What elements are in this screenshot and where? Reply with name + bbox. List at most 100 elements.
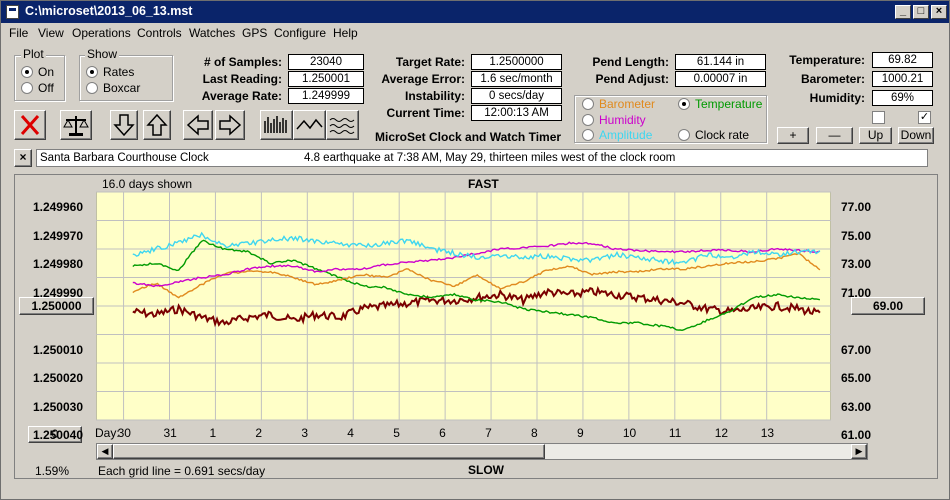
barometer-radio[interactable]: Barometer <box>582 97 655 111</box>
series-line-temperature <box>132 239 821 332</box>
app-icon <box>6 5 19 19</box>
histogram-icon <box>264 116 287 133</box>
target-rate-value: 1.2500000 <box>471 54 562 70</box>
scroll-thumb[interactable] <box>113 444 545 459</box>
menu-view[interactable]: View <box>38 26 64 40</box>
plot-group-title: Plot <box>21 47 46 61</box>
up-button[interactable]: Up <box>859 127 892 144</box>
temperature-value: 69.82 <box>872 52 933 68</box>
maximize-button[interactable]: □ <box>913 5 929 19</box>
arrow-up-icon <box>146 113 168 136</box>
day-tick: 3 <box>301 426 308 440</box>
last-reading-label: Last Reading: <box>202 72 282 86</box>
day-tick: 8 <box>531 426 538 440</box>
stop-button[interactable] <box>14 110 46 140</box>
arrow-down-icon <box>113 114 135 137</box>
grid-note: Each grid line = 0.691 secs/day <box>98 464 266 478</box>
temp-checkbox[interactable] <box>872 111 885 124</box>
title-bar[interactable]: C:\microset\2013_06_13.mst _ □ × <box>1 1 949 23</box>
wave-button[interactable] <box>293 110 326 140</box>
plot-off-radio[interactable]: Off <box>21 81 54 95</box>
menu-help[interactable]: Help <box>333 26 358 40</box>
show-group <box>79 55 173 101</box>
down-button[interactable]: Down <box>898 127 934 144</box>
temperature-radio[interactable]: Temperature <box>678 97 762 111</box>
y-right-tick: 65.00 <box>841 371 872 385</box>
current-time-value: 12:00:13 AM <box>471 105 562 121</box>
barometer-value: 1000.21 <box>872 71 933 87</box>
series-line-barometer <box>132 251 821 299</box>
up-arrow-button[interactable] <box>143 110 171 140</box>
slow-label: SLOW <box>468 463 504 477</box>
app-heading: MicroSet Clock and Watch Timer <box>375 130 562 144</box>
menu-operations[interactable]: Operations <box>72 26 131 40</box>
histogram-button[interactable] <box>260 110 293 140</box>
day-tick: 1 <box>209 426 217 440</box>
sensor-group <box>574 95 767 143</box>
day-label: Day: <box>95 426 120 440</box>
menu-watches[interactable]: Watches <box>189 26 236 40</box>
day-tick: 30 <box>117 426 131 440</box>
plus-button[interactable]: + <box>777 127 809 144</box>
day-tick: 31 <box>163 426 177 440</box>
zero-button[interactable]: 0 <box>28 426 82 443</box>
amplitude-radio[interactable]: Amplitude <box>582 128 652 142</box>
humidity-value: 69% <box>872 90 933 106</box>
right-arrow-button[interactable] <box>215 110 245 140</box>
day-tick: 12 <box>714 426 729 440</box>
y-right-tick: 71.00 <box>841 285 872 300</box>
arrow-right-icon <box>219 114 242 136</box>
pend-length-label: Pend Length: <box>592 55 669 69</box>
fast-label: FAST <box>468 177 499 191</box>
menu-configure[interactable]: Configure <box>274 26 327 40</box>
days-shown: 16.0 days shown <box>102 177 193 191</box>
menu-controls[interactable]: Controls <box>137 26 182 40</box>
y-left-tick: 1.250040 <box>32 428 83 442</box>
window-title: C:\microset\2013_06_13.mst <box>25 4 193 18</box>
day-tick: 5 <box>393 426 400 440</box>
minimize-button[interactable]: _ <box>895 5 911 19</box>
left-arrow-button[interactable] <box>183 110 213 140</box>
balance-button[interactable] <box>60 110 92 140</box>
average-rate-value: 1.249999 <box>288 88 364 104</box>
show-boxcar-radio[interactable]: Boxcar <box>86 81 140 95</box>
minus-button[interactable]: — <box>816 127 853 144</box>
day-tick: 4 <box>347 426 354 440</box>
rate-chart[interactable] <box>96 175 831 423</box>
noise-button[interactable] <box>326 110 359 140</box>
baseline-button[interactable]: 1.250000 <box>19 297 94 315</box>
show-rates-radio[interactable]: Rates <box>86 65 134 79</box>
clear-note-button[interactable]: × <box>14 149 32 167</box>
humidity-label: Humidity: <box>809 91 865 105</box>
day-tick: 10 <box>622 426 637 440</box>
instability-value: 0 secs/day <box>471 88 562 104</box>
y-left-tick: 1.250010 <box>32 342 83 357</box>
show-group-title: Show <box>85 47 120 61</box>
humidity-checkbox[interactable]: ✓ <box>918 111 931 124</box>
clock-rate-radio[interactable]: Clock rate <box>678 128 749 142</box>
series-line-amplitude <box>132 231 821 266</box>
right-axis-button[interactable]: 69.00 <box>851 297 925 315</box>
y-left-tick: 1.249960 <box>32 200 83 214</box>
menu-gps[interactable]: GPS <box>242 26 268 40</box>
y-left-tick: 1.249990 <box>32 285 83 300</box>
average-error-value: 1.6 sec/month <box>471 71 562 87</box>
humidity-radio[interactable]: Humidity <box>582 113 646 127</box>
noise-icon <box>329 118 355 134</box>
down-arrow-button[interactable] <box>110 110 138 140</box>
average-rate-label: Average Rate: <box>201 89 282 103</box>
percent-label: 1.59% <box>35 464 70 478</box>
info-bar[interactable]: Santa Barbara Courthouse Clock 4.8 earth… <box>36 149 928 167</box>
scroll-left-button[interactable]: ◀ <box>97 444 113 459</box>
last-reading-value: 1.250001 <box>288 71 364 87</box>
wave-icon <box>296 118 323 130</box>
current-time-label: Current Time: <box>386 106 465 120</box>
y-left-tick: 1.249980 <box>32 257 83 271</box>
close-button[interactable]: × <box>931 5 947 19</box>
scroll-right-button[interactable]: ▶ <box>851 444 867 459</box>
horizontal-scrollbar[interactable]: ◀ ▶ <box>96 443 868 460</box>
y-right-tick: 75.00 <box>841 228 872 243</box>
menu-file[interactable]: File <box>9 26 29 40</box>
plot-on-radio[interactable]: On <box>21 65 54 79</box>
